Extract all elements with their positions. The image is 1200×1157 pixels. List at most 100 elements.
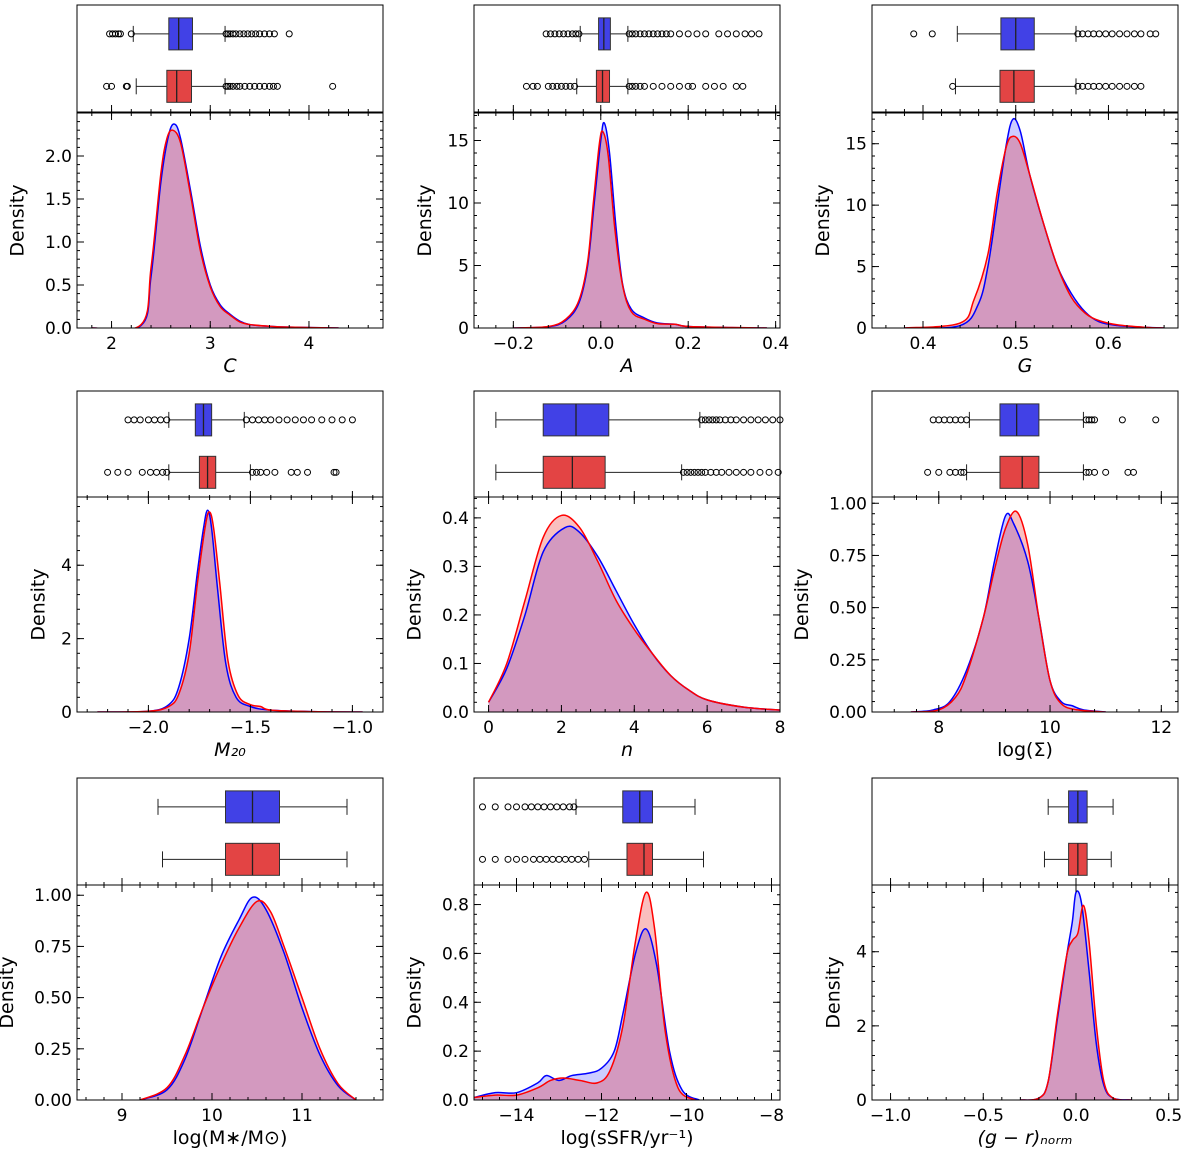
- outlier-point: [1137, 30, 1145, 38]
- outlier-point: [124, 468, 132, 476]
- outlier-point: [693, 30, 701, 38]
- outlier-point: [702, 82, 710, 90]
- y-tick-label: 0: [856, 319, 867, 339]
- x-axis-label: M₂₀: [214, 739, 246, 761]
- density-fill-blue: [1020, 891, 1132, 1100]
- outlier-point: [698, 468, 706, 476]
- boxplot-red: [479, 842, 704, 876]
- x-tick-label: −2.0: [128, 718, 169, 738]
- outlier-point: [667, 82, 675, 90]
- x-tick-label: 0: [483, 718, 494, 738]
- ticks: [474, 878, 780, 1101]
- outlier-point: [761, 416, 769, 424]
- x-tick-label: 11: [291, 1106, 313, 1126]
- y-tick-label: 0: [61, 703, 72, 723]
- density-line-blue: [139, 896, 357, 1100]
- outlier-point: [924, 468, 932, 476]
- outlier-point: [261, 82, 269, 90]
- density-line-red: [1020, 904, 1132, 1100]
- ticks: [871, 491, 1178, 713]
- outlier-point: [299, 416, 307, 424]
- outlier-point: [222, 82, 230, 90]
- x-tick-label: −1.0: [870, 1106, 911, 1126]
- outlier-point: [116, 30, 124, 38]
- density-panel: 2 3 4 0.0 0.5 1.0 1.5 2.0 Density C: [7, 105, 384, 377]
- outlier-point: [318, 416, 326, 424]
- density-fill-red: [1020, 905, 1132, 1100]
- outlier-point: [725, 468, 733, 476]
- density-fill-blue: [910, 513, 1106, 712]
- y-axis-label: Density: [812, 184, 834, 256]
- outlier-point: [684, 30, 692, 38]
- x-axis-label: n: [621, 739, 633, 761]
- outlier-point: [636, 30, 644, 38]
- boxplot-red: [103, 69, 337, 103]
- ticks: [474, 105, 780, 329]
- density-line-red: [487, 514, 780, 711]
- outlier-point: [1152, 30, 1160, 38]
- outlier-point: [625, 82, 633, 90]
- outlier-point: [138, 468, 146, 476]
- y-tick-label: 2.0: [45, 147, 72, 167]
- x-tick-label: 0.0: [1062, 1106, 1089, 1126]
- y-tick-label: 0.25: [34, 1040, 72, 1060]
- density-fill-blue: [91, 124, 339, 328]
- boxplot-blue: [157, 790, 348, 824]
- outlier-point: [1152, 416, 1160, 424]
- outlier-point: [338, 416, 346, 424]
- outlier-point: [275, 416, 283, 424]
- x-tick-label: 0.4: [909, 334, 936, 354]
- density-line-blue: [97, 509, 363, 712]
- outlier-point: [957, 468, 965, 476]
- density-fill-blue: [474, 928, 700, 1100]
- x-tick-label: 3: [205, 334, 216, 354]
- box-iqr: [999, 455, 1040, 489]
- outlier-point: [522, 82, 530, 90]
- outlier-point: [330, 468, 338, 476]
- outlier-point: [1123, 82, 1131, 90]
- density-background: [77, 113, 383, 328]
- density-curves: [91, 123, 339, 328]
- boxplot-panel: [473, 390, 784, 499]
- y-tick-label: 0.2: [442, 1042, 469, 1062]
- density-fill-red: [91, 130, 339, 328]
- outlier-point: [640, 82, 648, 90]
- boxplot-panel: [473, 777, 781, 886]
- boxplot-blue: [479, 790, 696, 824]
- outlier-point: [127, 30, 135, 38]
- y-axis-label: Density: [28, 568, 50, 640]
- outlier-point: [748, 30, 756, 38]
- outlier-point: [1137, 82, 1145, 90]
- outlier-point: [741, 30, 749, 38]
- outlier-point: [521, 855, 529, 863]
- outlier-point: [1108, 82, 1116, 90]
- outlier-point: [111, 30, 119, 38]
- y-tick-label: 0.3: [442, 557, 469, 577]
- y-tick-label: 2: [856, 1017, 867, 1037]
- y-tick-label: 15: [447, 132, 469, 152]
- outlier-point: [308, 416, 316, 424]
- outlier-point: [222, 30, 230, 38]
- outlier-point: [555, 30, 563, 38]
- outlier-point: [136, 416, 144, 424]
- outlier-point: [776, 416, 784, 424]
- density-fill-blue: [488, 526, 780, 712]
- outlier-point: [658, 82, 666, 90]
- boxplot-panel: [76, 390, 384, 499]
- outlier-point: [226, 82, 234, 90]
- outlier-point: [662, 30, 670, 38]
- outlier-point: [675, 82, 683, 90]
- boxplot-panel: [871, 4, 1179, 113]
- y-axis-label: Density: [7, 184, 29, 256]
- outlier-point: [1082, 468, 1090, 476]
- y-axis-label: Density: [404, 568, 426, 640]
- outlier-point: [236, 30, 244, 38]
- density-panel: 9 10 11 0.00 0.25 0.50 0.75 1.00 Density log(M∗/M…: [0, 878, 384, 1149]
- density-line-blue: [910, 512, 1106, 712]
- boxplot-blue: [542, 17, 763, 51]
- x-tick-label: −14: [499, 1106, 535, 1126]
- boxplot-panel: [871, 390, 1179, 499]
- box-iqr: [166, 69, 193, 103]
- y-tick-label: 0.75: [34, 937, 72, 957]
- boxplot-frame: [76, 390, 384, 499]
